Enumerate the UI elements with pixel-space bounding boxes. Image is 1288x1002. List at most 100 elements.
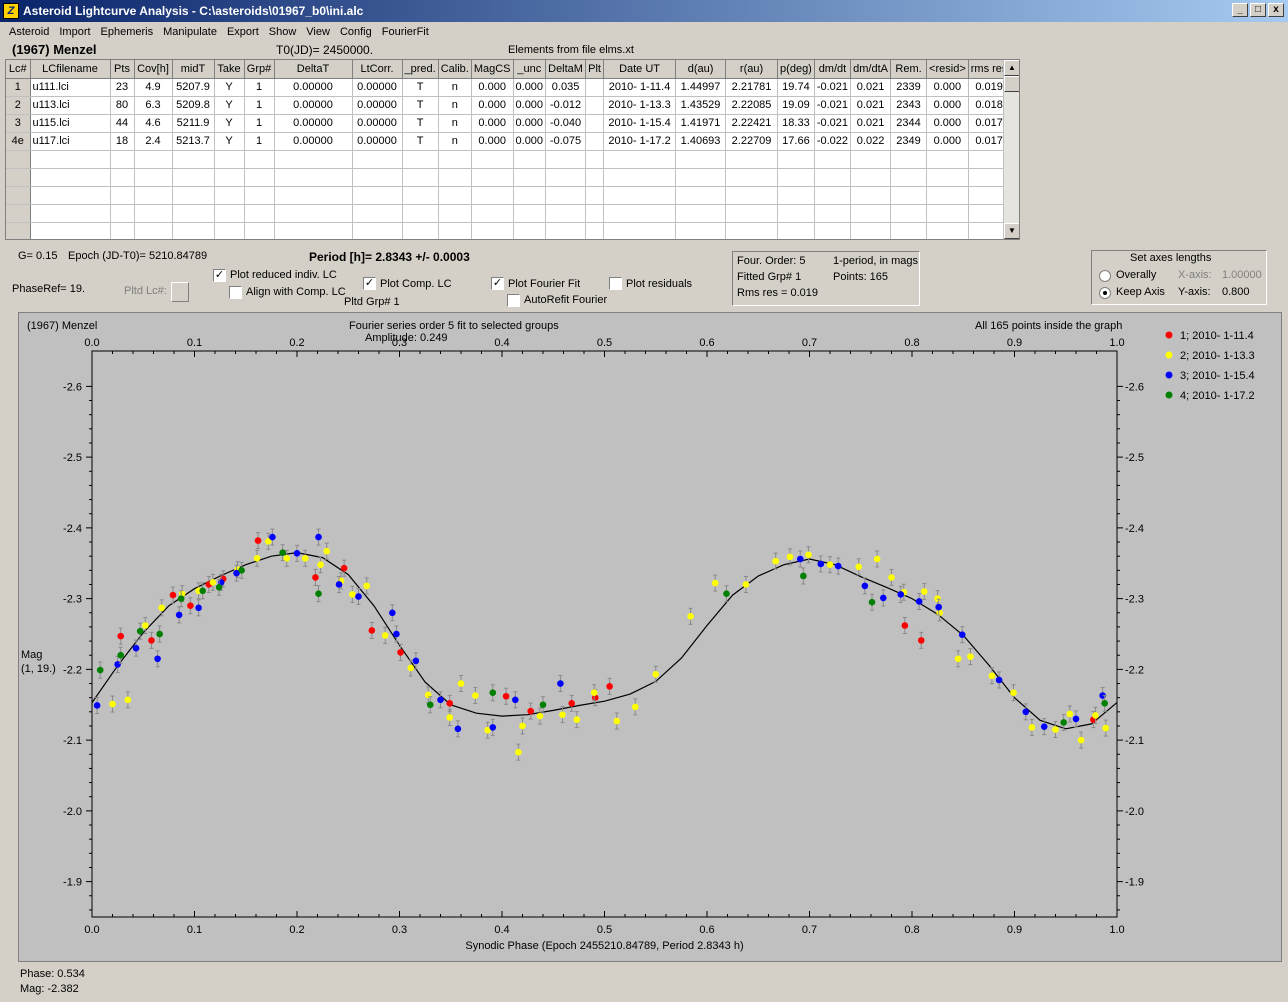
- grid-cell[interactable]: [926, 168, 969, 187]
- grid-header-col[interactable]: LCfilename: [30, 60, 111, 79]
- grid-header-col[interactable]: d(au): [675, 60, 727, 79]
- grid-cell[interactable]: 0.021: [850, 96, 892, 115]
- grid-cell[interactable]: [585, 114, 605, 133]
- grid-cell[interactable]: [585, 96, 605, 115]
- grid-header-col[interactable]: Lc#: [6, 60, 31, 79]
- grid-cell[interactable]: [814, 168, 852, 187]
- grid-cell[interactable]: [513, 204, 547, 223]
- grid-cell[interactable]: [172, 204, 215, 223]
- grid-header-col[interactable]: Rem.: [890, 60, 928, 79]
- grid-cell[interactable]: [675, 168, 727, 187]
- grid-cell[interactable]: [110, 168, 135, 187]
- grid-cell[interactable]: [214, 222, 245, 239]
- grid-cell[interactable]: [244, 204, 275, 223]
- grid-cell[interactable]: [603, 150, 677, 169]
- grid-cell[interactable]: [244, 168, 275, 187]
- grid-cell[interactable]: [585, 132, 605, 151]
- grid-cell[interactable]: 19.09: [777, 96, 815, 115]
- grid-cell[interactable]: Y: [214, 96, 245, 115]
- grid-cell[interactable]: [274, 168, 353, 187]
- grid-cell[interactable]: [471, 222, 514, 239]
- grid-cell[interactable]: [675, 222, 727, 239]
- grid-cell[interactable]: [172, 222, 215, 239]
- grid-cell[interactable]: [402, 204, 439, 223]
- grid-cell[interactable]: [30, 168, 111, 187]
- grid-header-col[interactable]: DeltaT: [274, 60, 353, 79]
- grid-cell[interactable]: 1: [244, 114, 275, 133]
- minimize-button[interactable]: _: [1232, 3, 1248, 17]
- grid-cell[interactable]: [471, 150, 514, 169]
- grid-cell[interactable]: T: [402, 96, 439, 115]
- grid-cell[interactable]: 0.00000: [274, 132, 353, 151]
- grid-cell[interactable]: [850, 204, 892, 223]
- grid-cell[interactable]: [513, 186, 547, 205]
- grid-cell[interactable]: -0.021: [814, 96, 852, 115]
- grid-cell[interactable]: [438, 222, 472, 239]
- grid-header-col[interactable]: r(au): [725, 60, 779, 79]
- grid-cell[interactable]: [214, 186, 245, 205]
- scroll-down-icon[interactable]: ▼: [1004, 223, 1019, 239]
- grid-cell[interactable]: [244, 150, 275, 169]
- grid-cell[interactable]: 0.018: [968, 96, 1011, 115]
- grid-cell[interactable]: 1.40693: [675, 132, 727, 151]
- menu-asteroid[interactable]: Asteroid: [9, 26, 50, 38]
- grid-cell[interactable]: 0.000: [513, 78, 547, 97]
- keep-axis-radio[interactable]: [1099, 287, 1111, 299]
- table-row[interactable]: [6, 222, 1011, 239]
- grid-cell[interactable]: [725, 222, 779, 239]
- grid-cell[interactable]: [172, 168, 215, 187]
- menu-show[interactable]: Show: [268, 26, 297, 38]
- grid-cell[interactable]: 1.43529: [675, 96, 727, 115]
- overally-radio[interactable]: [1099, 270, 1111, 282]
- grid-cell[interactable]: [110, 222, 135, 239]
- grid-cell[interactable]: 0.035: [545, 78, 587, 97]
- grid-cell[interactable]: 80: [110, 96, 135, 115]
- grid-header-col[interactable]: Date UT: [603, 60, 677, 79]
- grid-cell[interactable]: [585, 78, 605, 97]
- grid-cell[interactable]: 23: [110, 78, 135, 97]
- grid-cell[interactable]: [402, 168, 439, 187]
- grid-cell[interactable]: 0.000: [513, 132, 547, 151]
- grid-cell[interactable]: [513, 150, 547, 169]
- grid-cell[interactable]: 0.000: [926, 132, 969, 151]
- align-comp-checkbox[interactable]: [229, 286, 242, 299]
- grid-cell[interactable]: 2.22421: [725, 114, 779, 133]
- grid-cell[interactable]: -0.021: [814, 78, 852, 97]
- scroll-up-icon[interactable]: ▲: [1004, 60, 1019, 76]
- grid-cell[interactable]: 6.3: [134, 96, 173, 115]
- grid-cell[interactable]: [471, 168, 514, 187]
- grid-cell[interactable]: 0.017: [968, 132, 1011, 151]
- grid-cell[interactable]: T: [402, 114, 439, 133]
- grid-cell[interactable]: [777, 168, 815, 187]
- grid-cell[interactable]: u115.lci: [30, 114, 111, 133]
- grid-cell[interactable]: 2010- 1-13.3: [603, 96, 677, 115]
- grid-cell[interactable]: [850, 222, 892, 239]
- grid-header-col[interactable]: dm/dtA: [850, 60, 892, 79]
- grid-cell[interactable]: 4.6: [134, 114, 173, 133]
- grid-header-col[interactable]: DeltaM: [545, 60, 587, 79]
- grid-cell[interactable]: 4.9: [134, 78, 173, 97]
- grid-cell[interactable]: [585, 204, 605, 223]
- grid-cell[interactable]: 0.00000: [274, 96, 353, 115]
- grid-cell[interactable]: [30, 150, 111, 169]
- grid-cell[interactable]: [110, 150, 135, 169]
- grid-cell[interactable]: -0.012: [545, 96, 587, 115]
- grid-cell[interactable]: T: [402, 78, 439, 97]
- grid-header-col[interactable]: Plt: [585, 60, 605, 79]
- table-row[interactable]: [6, 150, 1011, 169]
- menu-view[interactable]: View: [306, 26, 330, 38]
- grid-cell[interactable]: 1: [244, 78, 275, 97]
- grid-cell[interactable]: 2010- 1-11.4: [603, 78, 677, 97]
- grid-cell[interactable]: [725, 186, 779, 205]
- grid-cell[interactable]: [513, 168, 547, 187]
- grid-cell[interactable]: 44: [110, 114, 135, 133]
- table-row[interactable]: [6, 204, 1011, 223]
- grid-header-col[interactable]: Calib.: [438, 60, 472, 79]
- grid-cell[interactable]: Y: [214, 114, 245, 133]
- grid-cell[interactable]: [134, 204, 173, 223]
- grid-cell[interactable]: [214, 168, 245, 187]
- grid-cell[interactable]: [402, 222, 439, 239]
- grid-cell[interactable]: [402, 186, 439, 205]
- grid-cell[interactable]: [172, 150, 215, 169]
